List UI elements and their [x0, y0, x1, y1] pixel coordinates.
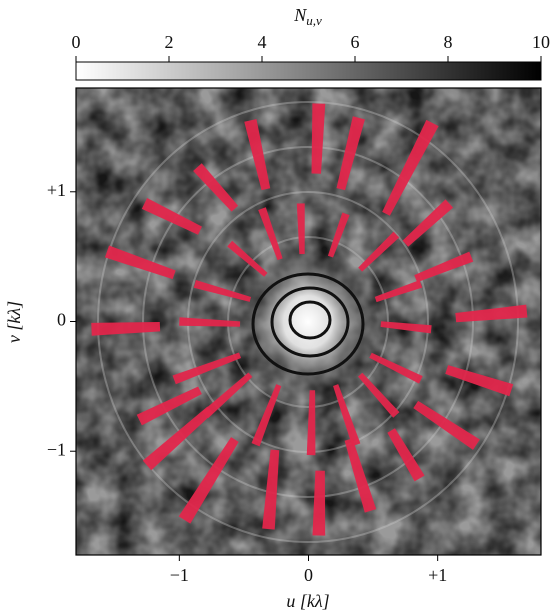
uv-track	[136, 386, 202, 426]
x-tick-label: +1	[428, 565, 447, 585]
colorbar-tick-label: 4	[258, 32, 267, 52]
uv-track	[227, 240, 268, 277]
uv-track	[104, 245, 176, 280]
x-axis-label: u [kλ]	[286, 591, 329, 611]
uv-track	[306, 390, 316, 456]
colorbar-tick-label: 6	[351, 32, 360, 52]
uv-track	[179, 317, 241, 327]
uv-track	[312, 470, 326, 536]
uv-track	[358, 372, 400, 418]
uv-track	[172, 352, 242, 385]
uv-track	[202, 372, 253, 419]
colorbar-label-main: N	[293, 5, 307, 25]
colorbar-tick-label: 8	[444, 32, 453, 52]
uv-track	[193, 280, 252, 302]
uv-track	[178, 437, 239, 524]
uv-track	[262, 449, 280, 530]
y-tick-label: +1	[47, 180, 66, 200]
colorbar-tick-label: 10	[532, 32, 550, 52]
colorbar-tick-label: 2	[165, 32, 174, 52]
uv-track	[369, 352, 423, 384]
uv-track	[344, 438, 377, 513]
uv-track	[251, 384, 282, 447]
colorbar	[75, 61, 542, 81]
uv-track	[374, 280, 423, 303]
uv-track	[333, 384, 361, 447]
uv-track	[91, 321, 161, 336]
x-tick-label: −1	[170, 565, 189, 585]
colorbar-label: Nu,v	[293, 5, 322, 28]
image	[76, 88, 541, 555]
uv-track	[455, 304, 528, 323]
uv-track	[141, 198, 202, 235]
uv-track	[296, 203, 305, 255]
uv-track	[445, 365, 514, 397]
uv-track	[193, 163, 239, 212]
uv-track	[142, 406, 214, 471]
uv-track	[382, 119, 439, 216]
uv-track	[311, 103, 326, 174]
uv-track	[414, 251, 474, 283]
uv-track	[244, 119, 271, 191]
x-tick-label: 0	[304, 565, 313, 585]
colorbar-tick-label: 0	[72, 32, 81, 52]
uv-track	[402, 199, 454, 247]
uv-track	[413, 400, 480, 450]
y-tick-label: 0	[57, 310, 66, 330]
uv-track	[336, 116, 365, 191]
y-tick-label: −1	[47, 439, 66, 459]
uv-track	[258, 207, 283, 261]
uv-track	[358, 231, 400, 272]
y-axis-label: v [kλ]	[4, 301, 24, 343]
uv-track	[387, 428, 425, 482]
uv-track	[380, 321, 432, 334]
colorbar-label-sub: u,v	[306, 13, 322, 28]
uv-track	[327, 212, 350, 258]
